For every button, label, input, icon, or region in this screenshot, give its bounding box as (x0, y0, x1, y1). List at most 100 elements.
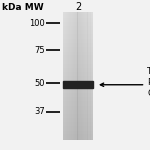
Bar (63, 36, 93, 37)
Bar (63, 101, 93, 102)
Bar (63, 134, 93, 135)
Bar (63, 87, 93, 88)
Bar (63, 22, 93, 23)
Bar (63, 91, 93, 92)
Bar (85, 12, 86, 140)
Bar (63, 32, 93, 33)
Bar (63, 43, 93, 44)
Bar (63, 56, 93, 57)
Bar (63, 98, 93, 99)
Bar (63, 136, 93, 137)
Bar (63, 132, 93, 133)
Bar (63, 88, 93, 89)
Bar (92, 12, 93, 140)
Bar (63, 127, 93, 128)
Bar (65, 12, 66, 140)
Bar (63, 76, 93, 77)
Bar (63, 121, 93, 122)
Bar (82, 12, 83, 140)
Bar (63, 15, 93, 16)
Bar (82, 12, 83, 140)
Bar (63, 77, 93, 78)
Bar (63, 51, 93, 52)
Bar (63, 112, 93, 113)
Bar (85, 12, 86, 140)
Bar (64, 12, 65, 140)
Bar (63, 69, 93, 70)
Bar (63, 102, 93, 103)
Bar (63, 23, 93, 24)
Bar (87, 12, 88, 140)
Bar (77, 12, 78, 140)
Bar (91, 12, 92, 140)
Bar (63, 118, 93, 119)
Bar (69, 12, 70, 140)
Bar (63, 63, 93, 64)
Bar (63, 138, 93, 139)
Bar (89, 12, 90, 140)
Bar (63, 55, 93, 56)
Bar (63, 122, 93, 123)
Bar (63, 17, 93, 18)
Bar (63, 82, 93, 83)
Bar (63, 78, 93, 79)
Bar (63, 86, 93, 87)
Bar (63, 29, 93, 30)
Bar (63, 12, 64, 140)
Bar (63, 41, 93, 42)
Text: 50: 50 (34, 79, 45, 88)
Bar (90, 12, 91, 140)
Bar (63, 97, 93, 98)
Bar (63, 21, 93, 22)
Bar (63, 99, 93, 100)
Bar (63, 131, 93, 132)
Bar (63, 61, 93, 62)
Bar (63, 44, 93, 45)
Bar (63, 116, 93, 117)
Text: 37: 37 (34, 107, 45, 116)
Bar (63, 103, 93, 104)
Text: kDa MW: kDa MW (2, 3, 43, 12)
Bar (63, 52, 93, 53)
Bar (63, 25, 93, 26)
Bar (63, 31, 93, 32)
Bar (63, 49, 93, 50)
Bar (63, 70, 93, 71)
Bar (63, 71, 93, 72)
Bar (86, 12, 87, 140)
Bar (63, 13, 93, 14)
Bar (63, 128, 93, 129)
Bar (63, 137, 93, 138)
Bar (63, 96, 93, 97)
Text: Channel: Channel (147, 89, 150, 98)
Bar (63, 35, 93, 36)
Bar (63, 66, 93, 67)
Bar (63, 59, 93, 60)
Bar (63, 19, 93, 20)
Bar (63, 27, 93, 28)
Bar (80, 12, 81, 140)
Bar (70, 12, 71, 140)
Bar (63, 42, 93, 43)
Bar (63, 26, 93, 27)
Bar (63, 20, 93, 21)
Bar (63, 68, 93, 69)
Bar (84, 12, 85, 140)
Bar (63, 28, 93, 29)
Bar (63, 92, 93, 93)
Bar (63, 85, 93, 86)
Bar (63, 129, 93, 130)
Bar (63, 106, 93, 107)
Bar (63, 57, 93, 58)
Bar (63, 60, 93, 61)
Text: 100: 100 (29, 19, 45, 28)
Bar (63, 81, 93, 82)
Bar (63, 95, 93, 96)
Bar (63, 73, 93, 74)
Bar (67, 12, 68, 140)
Bar (63, 93, 93, 94)
Bar (63, 113, 93, 114)
Bar (63, 75, 93, 76)
Bar (63, 110, 93, 111)
Bar (63, 119, 93, 120)
